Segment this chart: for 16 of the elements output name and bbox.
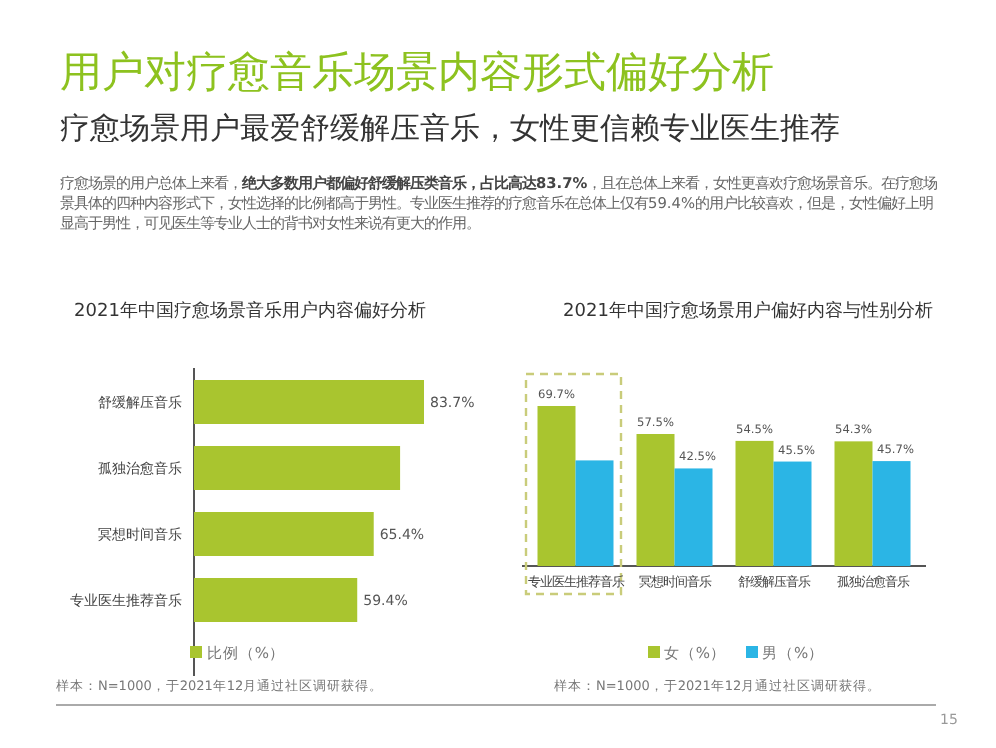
- bar: [194, 446, 401, 490]
- text: 疗愈场景用户最爱舒缓解压音乐，女性更信赖专业医生推荐: [60, 110, 840, 148]
- bar: [575, 460, 614, 566]
- bar: [773, 461, 812, 566]
- bar: [735, 440, 774, 566]
- text: 用户对疗愈音乐场景内容形式偏好分析: [60, 46, 774, 100]
- chart-title: 2021年中国疗愈场景用户偏好内容与性别分析: [561, 300, 935, 326]
- chart-title: 2021年中国疗愈场景音乐用户内容偏好分析: [72, 300, 428, 326]
- bar: [674, 468, 713, 566]
- bar: [872, 461, 911, 566]
- bar: [636, 434, 675, 566]
- bar: [834, 441, 873, 566]
- bar: [537, 406, 576, 566]
- bar: [194, 578, 358, 622]
- bar: [194, 512, 374, 556]
- bar: [194, 380, 424, 424]
